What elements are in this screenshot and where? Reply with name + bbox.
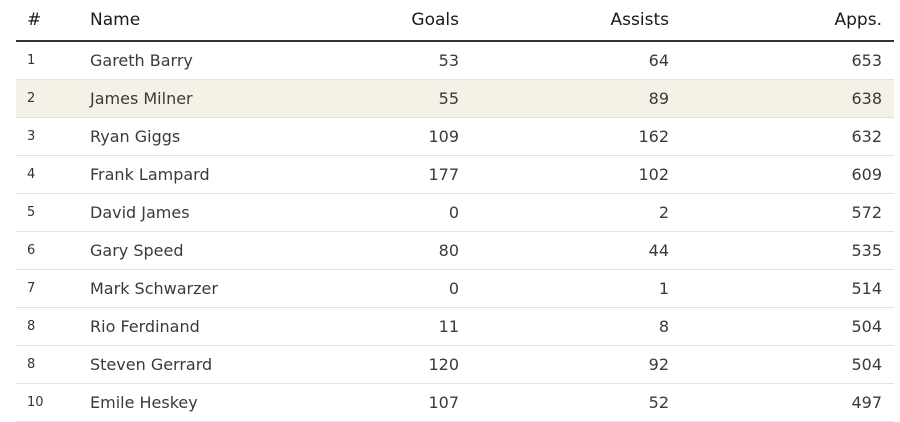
- row-rank: 5: [16, 193, 90, 232]
- row-rank: 4: [16, 155, 90, 194]
- row-rank: 6: [16, 231, 90, 270]
- row-assists: 1: [471, 269, 681, 308]
- row-rank: 1: [16, 41, 90, 80]
- row-assists: 44: [471, 231, 681, 270]
- table-row: 10 Emile Heskey 107 52 497: [16, 383, 894, 422]
- row-apps: 504: [681, 307, 894, 346]
- header-rank[interactable]: #: [16, 0, 90, 42]
- row-apps: 497: [681, 383, 894, 422]
- row-apps: 572: [681, 193, 894, 232]
- table-row: 6 Gary Speed 80 44 535: [16, 231, 894, 270]
- row-goals: 53: [340, 41, 471, 80]
- row-player-name: Gary Speed: [90, 231, 340, 270]
- table-row: 8 Rio Ferdinand 11 8 504: [16, 307, 894, 346]
- row-apps: 632: [681, 117, 894, 156]
- row-goals: 0: [340, 193, 471, 232]
- row-rank: 8: [16, 345, 90, 384]
- row-assists: 2: [471, 193, 681, 232]
- row-goals: 55: [340, 79, 471, 118]
- row-apps: 638: [681, 79, 894, 118]
- appearances-table-container: # Name Goals Assists Apps. 1 Gareth Barr…: [16, 0, 894, 422]
- header-assists[interactable]: Assists: [471, 0, 681, 42]
- row-rank: 2: [16, 79, 90, 118]
- row-player-name: Steven Gerrard: [90, 345, 340, 384]
- row-apps: 535: [681, 231, 894, 270]
- row-assists: 162: [471, 117, 681, 156]
- row-assists: 52: [471, 383, 681, 422]
- row-apps: 504: [681, 345, 894, 384]
- table-row: 7 Mark Schwarzer 0 1 514: [16, 269, 894, 308]
- table-body: 1 Gareth Barry 53 64 653 2 James Milner …: [16, 41, 894, 422]
- row-assists: 102: [471, 155, 681, 194]
- row-assists: 8: [471, 307, 681, 346]
- row-rank: 7: [16, 269, 90, 308]
- row-apps: 653: [681, 41, 894, 80]
- row-rank: 10: [16, 383, 90, 422]
- row-goals: 109: [340, 117, 471, 156]
- table-row: 4 Frank Lampard 177 102 609: [16, 155, 894, 194]
- header-goals[interactable]: Goals: [340, 0, 471, 42]
- row-player-name: Ryan Giggs: [90, 117, 340, 156]
- row-goals: 107: [340, 383, 471, 422]
- table-row: 1 Gareth Barry 53 64 653: [16, 41, 894, 80]
- row-goals: 80: [340, 231, 471, 270]
- row-goals: 0: [340, 269, 471, 308]
- table-row: 5 David James 0 2 572: [16, 193, 894, 232]
- table-row: 8 Steven Gerrard 120 92 504: [16, 345, 894, 384]
- row-player-name: Frank Lampard: [90, 155, 340, 194]
- row-apps: 514: [681, 269, 894, 308]
- row-player-name: Rio Ferdinand: [90, 307, 340, 346]
- row-assists: 92: [471, 345, 681, 384]
- row-player-name: Emile Heskey: [90, 383, 340, 422]
- row-player-name: Mark Schwarzer: [90, 269, 340, 308]
- header-apps[interactable]: Apps.: [681, 0, 894, 42]
- row-assists: 89: [471, 79, 681, 118]
- row-player-name: James Milner: [90, 79, 340, 118]
- row-goals: 11: [340, 307, 471, 346]
- header-name[interactable]: Name: [90, 0, 340, 42]
- row-assists: 64: [471, 41, 681, 80]
- table-header: # Name Goals Assists Apps.: [16, 0, 894, 42]
- row-rank: 8: [16, 307, 90, 346]
- row-apps: 609: [681, 155, 894, 194]
- appearances-table: # Name Goals Assists Apps. 1 Gareth Barr…: [16, 0, 894, 422]
- header-row: # Name Goals Assists Apps.: [16, 0, 894, 42]
- table-row: 3 Ryan Giggs 109 162 632: [16, 117, 894, 156]
- table-row-highlighted: 2 James Milner 55 89 638: [16, 79, 894, 118]
- row-player-name: David James: [90, 193, 340, 232]
- row-goals: 177: [340, 155, 471, 194]
- row-goals: 120: [340, 345, 471, 384]
- row-player-name: Gareth Barry: [90, 41, 340, 80]
- row-rank: 3: [16, 117, 90, 156]
